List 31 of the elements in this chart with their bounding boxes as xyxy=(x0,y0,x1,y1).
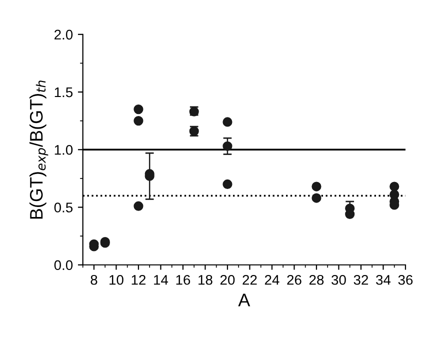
x-tick-label: 26 xyxy=(287,274,302,285)
y-tick-label: 0.5 xyxy=(54,202,73,212)
point xyxy=(222,141,232,151)
point xyxy=(312,182,322,192)
x-tick-label: 12 xyxy=(132,274,146,285)
x-tick-label: 14 xyxy=(154,275,168,285)
x-tick-label: 18 xyxy=(198,274,212,285)
y-tick-label: 2.0 xyxy=(54,30,73,40)
point xyxy=(222,117,232,127)
x-tick-label: 36 xyxy=(398,274,413,285)
x-tick-label: 34 xyxy=(376,274,391,285)
point xyxy=(134,201,144,211)
x-tick-label: 8 xyxy=(90,274,98,285)
point xyxy=(134,104,144,114)
point xyxy=(312,193,322,203)
x-tick-label: 28 xyxy=(309,274,324,285)
x-axis-title: A xyxy=(238,294,250,306)
x-tick-label: 16 xyxy=(176,274,190,285)
x-tick-label: 22 xyxy=(242,274,257,285)
y-axis-title: B(GT)$_{exp}$/B(GT)$_{th}$ xyxy=(29,80,48,219)
x-tick-label: 24 xyxy=(264,274,280,285)
y-tick-label: 0.0 xyxy=(54,260,73,270)
y-tick-label: 1.0 xyxy=(54,144,73,155)
x-tick-label: 32 xyxy=(354,274,368,285)
point xyxy=(390,182,400,192)
y-tick-label: 1.5 xyxy=(54,87,73,98)
point xyxy=(134,116,144,126)
x-tick-label: 10 xyxy=(110,274,124,285)
x-tick-label: 20 xyxy=(220,274,235,285)
point xyxy=(222,179,232,190)
x-tick-label: 30 xyxy=(332,274,346,285)
